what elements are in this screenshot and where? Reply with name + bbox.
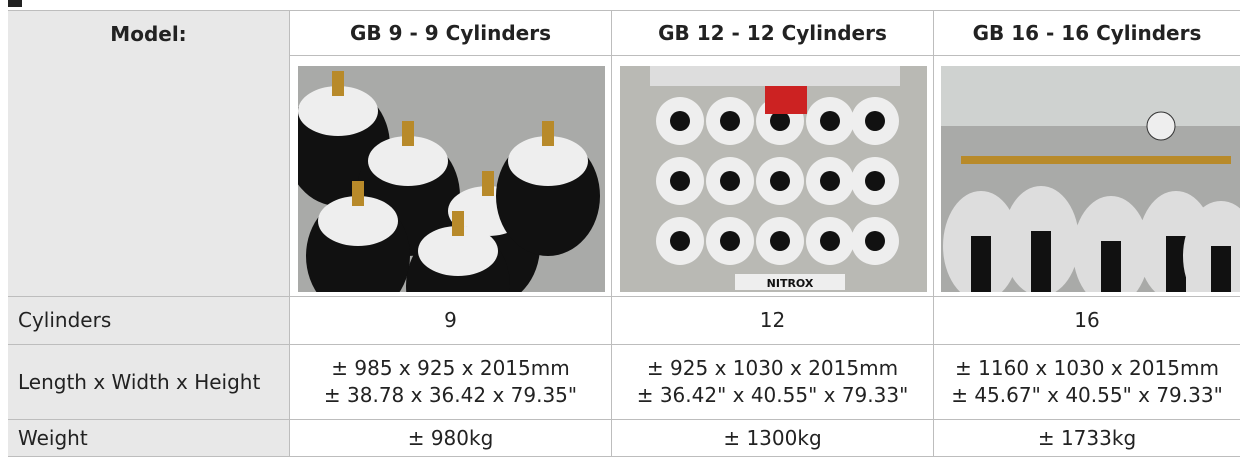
- value-text: ± 925 x 1030 x 2015mm: [646, 356, 899, 380]
- photo-cell: [612, 56, 934, 297]
- row-label-cell: Length x Width x Height: [8, 345, 290, 420]
- cylinder-cap: [770, 171, 790, 191]
- cylinder-cap: [820, 171, 840, 191]
- photo-cell: [290, 56, 612, 297]
- value-text: 16: [1074, 308, 1100, 332]
- valve: [452, 211, 464, 236]
- column-title: GB 12 - 12 Cylinders: [658, 20, 887, 45]
- cylinder-cap: [865, 111, 885, 131]
- photo-label: NITROX: [767, 277, 814, 290]
- column-header: GB 12 - 12 Cylinders: [612, 10, 934, 56]
- valve: [402, 121, 414, 146]
- gauge: [1146, 111, 1176, 141]
- value-cell: ± 1733kg: [934, 420, 1240, 457]
- column-title: GB 16 - 16 Cylinders: [972, 20, 1202, 45]
- cylinder-top: [318, 196, 398, 246]
- stripe: [1211, 246, 1231, 292]
- value-text: ± 45.67" x 40.55" x 79.33": [951, 383, 1223, 407]
- value-text: ± 1300kg: [723, 425, 822, 450]
- valve: [352, 181, 364, 206]
- value-text: ± 1733kg: [1037, 425, 1137, 450]
- sign: [765, 86, 807, 114]
- value-cell: 9: [290, 297, 612, 345]
- row-label-cell: Weight: [8, 420, 290, 457]
- cylinder-cap: [865, 231, 885, 251]
- cylinder-cap: [820, 231, 840, 251]
- value-cell: ± 1160 x 1030 x 2015mm ± 45.67" x 40.55" …: [934, 345, 1240, 420]
- stripe: [971, 236, 991, 292]
- cylinder-top: [298, 86, 378, 136]
- label-plate: [735, 274, 845, 290]
- model-label-cell: Model:: [8, 10, 290, 297]
- cylinder-cap: [770, 231, 790, 251]
- value-text: ± 1160 x 1030 x 2015mm: [955, 356, 1219, 380]
- value-text: 12: [759, 308, 786, 332]
- cylinder-cap: [770, 111, 790, 131]
- valve: [332, 71, 344, 96]
- product-photo: [298, 66, 605, 292]
- column-title: GB 9 - 9 Cylinders: [350, 20, 551, 45]
- wall: [941, 66, 1240, 126]
- cylinder-cap: [720, 111, 740, 131]
- cylinder-cap: [720, 171, 740, 191]
- value-cell: ± 980kg: [290, 420, 612, 457]
- cylinder-top: [508, 136, 588, 186]
- product-photo: [941, 66, 1240, 292]
- row-label: Cylinders: [18, 308, 112, 332]
- value-text: ± 985 x 925 x 2015mm: [331, 356, 570, 380]
- stripe: [1031, 231, 1051, 292]
- value-cell: ± 925 x 1030 x 2015mm ± 36.42" x 40.55" x…: [612, 345, 934, 420]
- row-label: Weight: [18, 425, 88, 450]
- value-text: ± 38.78 x 36.42 x 79.35": [323, 383, 578, 407]
- cylinder-top: [418, 226, 498, 276]
- cut-title: [8, 0, 22, 7]
- value-text: ± 980kg: [407, 425, 494, 450]
- photo-cell: [934, 56, 1240, 297]
- value-cell: 12: [612, 297, 934, 345]
- value-cell: 16: [934, 297, 1240, 345]
- value-cell: ± 985 x 925 x 2015mm ± 38.78 x 36.42 x 79…: [290, 345, 612, 420]
- pipe: [961, 156, 1231, 164]
- column-header: GB 9 - 9 Cylinders: [290, 10, 612, 56]
- valve: [542, 121, 554, 146]
- cylinder-cap: [865, 171, 885, 191]
- product-photo: NITROX: [620, 66, 927, 292]
- cylinder-cap: [670, 111, 690, 131]
- column-header: GB 16 - 16 Cylinders: [934, 10, 1240, 56]
- row-label: Length x Width x Height: [18, 369, 261, 394]
- valve: [482, 171, 494, 196]
- value-cell: ± 1300kg: [612, 420, 934, 457]
- stripe: [1101, 241, 1121, 292]
- model-label: Model:: [110, 22, 187, 46]
- stripe: [1166, 236, 1186, 292]
- cylinder-top: [368, 136, 448, 186]
- grate: [650, 66, 900, 86]
- row-label-cell: Cylinders: [8, 297, 290, 345]
- value-text: ± 36.42" x 40.55" x 79.33": [636, 383, 909, 407]
- cylinder-cap: [670, 171, 690, 191]
- value-text: 9: [444, 308, 457, 332]
- cylinder-cap: [670, 231, 690, 251]
- cylinder-cap: [820, 111, 840, 131]
- cylinder-cap: [720, 231, 740, 251]
